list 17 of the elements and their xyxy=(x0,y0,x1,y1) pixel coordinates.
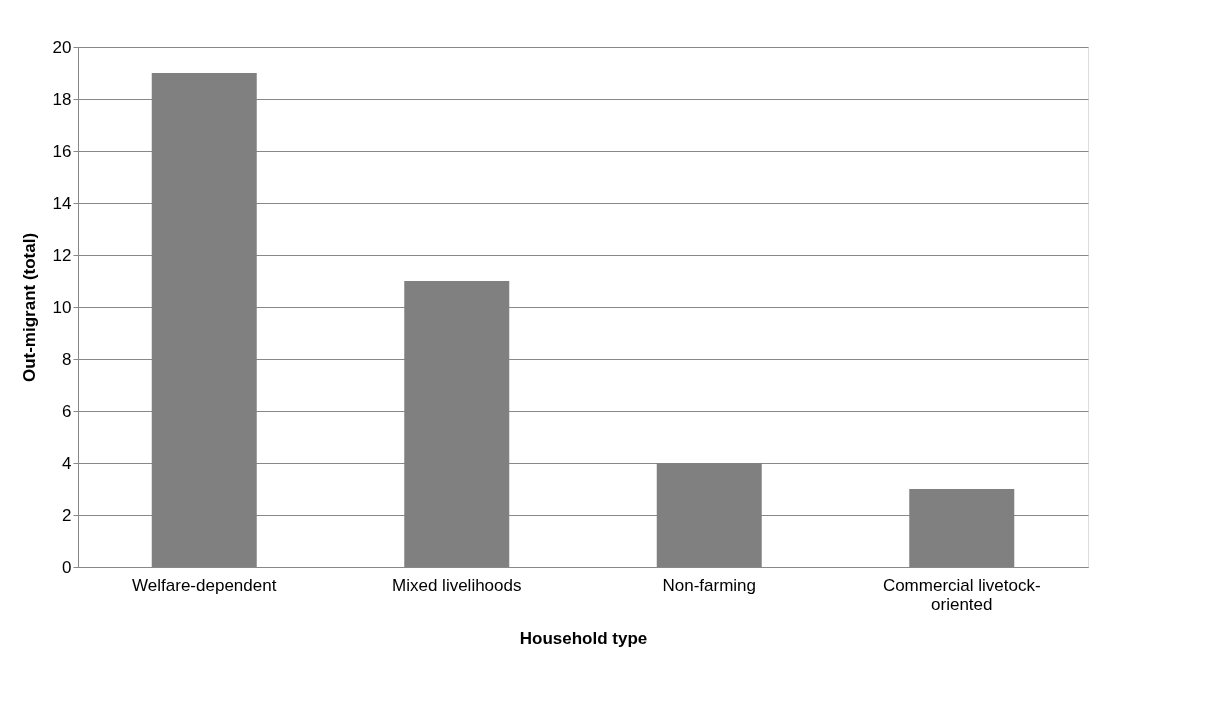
x-axis-title: Household type xyxy=(519,628,648,648)
y-tick-label: 4 xyxy=(62,453,72,473)
x-tick-label: Mixed livelihoods xyxy=(392,575,522,595)
x-tick-label: Non-farming xyxy=(662,575,757,595)
y-tick-label: 14 xyxy=(52,193,72,213)
x-tick-label: Commercial livetock-oriented xyxy=(882,575,1041,614)
y-tick-label: 20 xyxy=(52,37,72,57)
y-tick-label: 10 xyxy=(52,297,72,317)
y-tick-label: 18 xyxy=(52,89,72,109)
y-tick-label: 16 xyxy=(52,141,72,161)
y-axis-title: Out-migrant (total) xyxy=(19,232,39,383)
y-tick-label: 0 xyxy=(62,557,72,577)
y-tick-label: 8 xyxy=(62,349,72,369)
y-tick-label: 6 xyxy=(62,401,72,421)
y-tick-label: 2 xyxy=(62,505,72,525)
x-tick-label: Welfare-dependent xyxy=(132,575,277,595)
y-tick-label: 12 xyxy=(52,245,72,265)
